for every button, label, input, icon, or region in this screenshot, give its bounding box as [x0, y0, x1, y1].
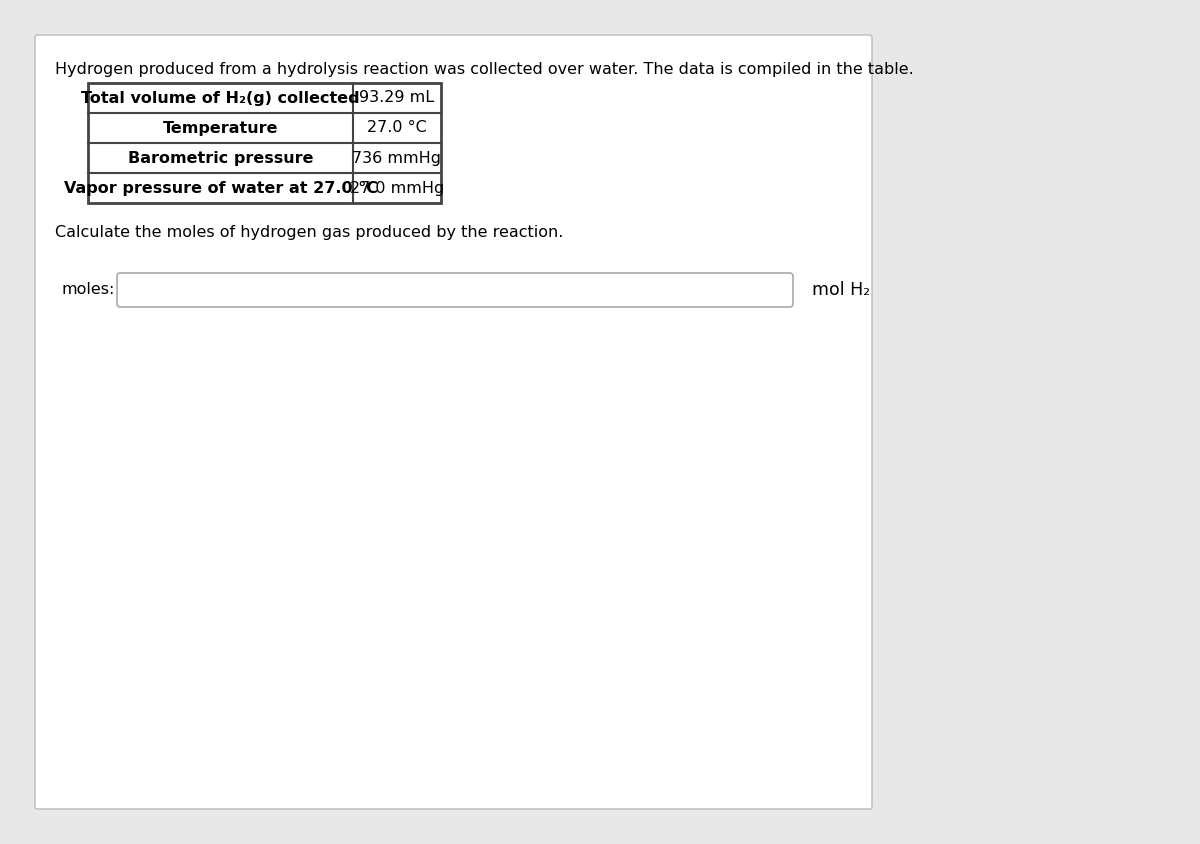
FancyBboxPatch shape [118, 273, 793, 307]
Text: 93.29 mL: 93.29 mL [360, 90, 434, 106]
Text: 27.0 mmHg: 27.0 mmHg [350, 181, 444, 196]
Text: Calculate the moles of hydrogen gas produced by the reaction.: Calculate the moles of hydrogen gas prod… [55, 225, 563, 240]
Bar [88, 83, 442, 203]
Text: Barometric pressure: Barometric pressure [127, 150, 313, 165]
Text: moles:: moles: [61, 283, 115, 297]
Text: Hydrogen produced from a hydrolysis reaction was collected over water. The data : Hydrogen produced from a hydrolysis reac… [55, 62, 913, 77]
FancyBboxPatch shape [35, 35, 872, 809]
Text: Temperature: Temperature [163, 121, 278, 136]
Text: 27.0 °C: 27.0 °C [367, 121, 427, 136]
Text: 736 mmHg: 736 mmHg [353, 150, 442, 165]
Text: Total volume of H₂(g) collected: Total volume of H₂(g) collected [82, 90, 360, 106]
Text: Vapor pressure of water at 27.0 °C: Vapor pressure of water at 27.0 °C [64, 181, 378, 196]
Text: mol H₂: mol H₂ [812, 281, 870, 299]
